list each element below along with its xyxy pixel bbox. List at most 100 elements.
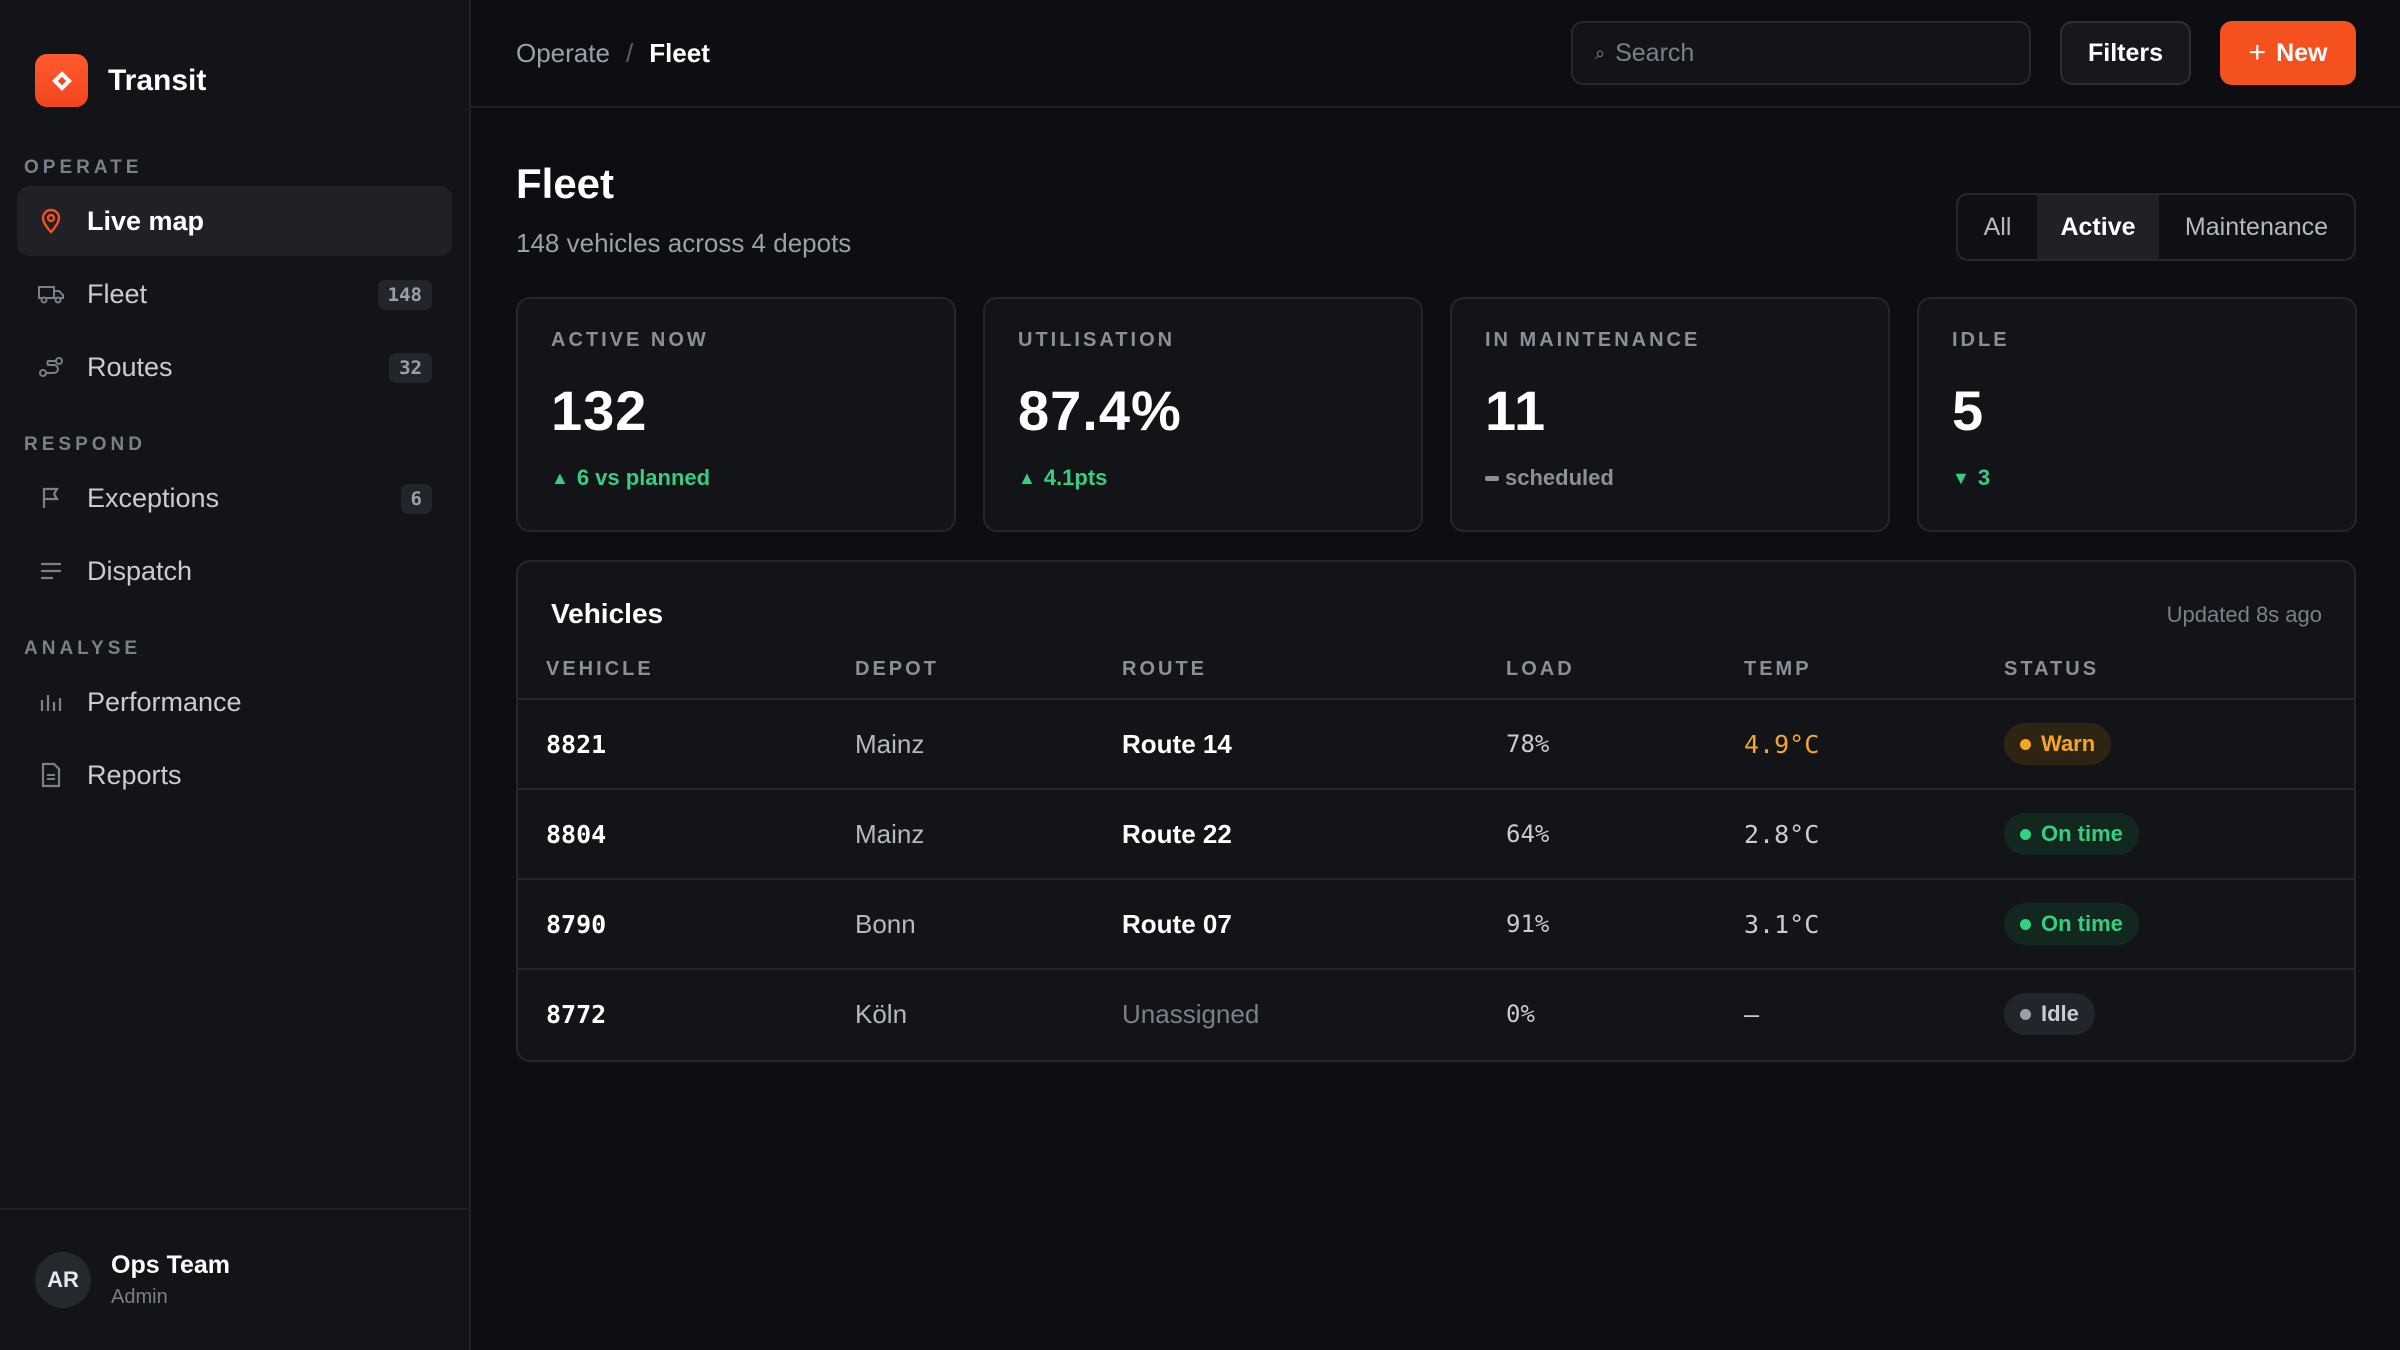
column-header-vehicle[interactable]: VEHICLE [546, 658, 654, 680]
cell-load: 78% [1506, 730, 1550, 758]
user-role: Admin [111, 1286, 168, 1308]
kpi-label: ACTIVE NOW [551, 329, 709, 351]
nav-section-respond: RESPOND [24, 434, 146, 455]
brand[interactable]: Transit [0, 0, 469, 125]
new-button[interactable]: + New [2220, 21, 2356, 85]
trend-down-icon: ▼ [1952, 467, 1970, 488]
breadcrumb-current: Fleet [649, 37, 710, 68]
kpi-label: IDLE [1952, 329, 2010, 351]
sidebar-item-dispatch[interactable]: Dispatch [17, 536, 452, 606]
user-name: Ops Team [111, 1251, 231, 1279]
sidebar-item-label: Live map [87, 205, 205, 236]
sidebar-item-label: Routes [87, 351, 173, 382]
cell-vehicle: 8772 [546, 999, 607, 1029]
column-header-load[interactable]: LOAD [1506, 658, 1575, 680]
cell-status: On time [2004, 880, 2139, 968]
status-badge-label: Warn [2041, 731, 2096, 756]
vehicles-title: Vehicles [551, 598, 664, 629]
trend-up-icon: ▲ [1018, 467, 1036, 488]
vehicles-card: Vehicles Updated 8s ago VEHICLE DEPOT RO… [516, 560, 2356, 1062]
breadcrumb-parent[interactable]: Operate [516, 37, 610, 68]
nav-section-analyse: ANALYSE [24, 638, 142, 659]
status-badge-label: On time [2041, 821, 2123, 846]
table-row[interactable]: 8772 Köln Unassigned 0% — Idle [518, 970, 2354, 1060]
avatar: AR [35, 1252, 91, 1308]
search-icon: ⌕ [1595, 42, 1606, 63]
sidebar-item-live-map[interactable]: Live map [17, 186, 452, 256]
table-row[interactable]: 8821 Mainz Route 14 78% 4.9°C Warn [518, 700, 2354, 790]
kpi-delta-text: 6 vs planned [576, 465, 711, 490]
sidebar-item-exceptions[interactable]: Exceptions 6 [17, 463, 452, 533]
cell-status: Idle [2004, 970, 2095, 1058]
status-badge: Idle [2004, 993, 2095, 1035]
sidebar: Transit OPERATE Live map Fleet 148 Route… [0, 0, 471, 1350]
updated-timestamp: Updated 8s ago [2166, 602, 2322, 627]
kpi-value: 132 [551, 379, 648, 442]
truck-icon [37, 280, 65, 308]
cell-temp: 2.8°C [1744, 819, 1820, 849]
kpi-value: 87.4% [1018, 379, 1182, 442]
column-header-depot[interactable]: DEPOT [855, 658, 939, 680]
trend-up-icon: ▲ [551, 467, 569, 488]
kpi-value: 11 [1485, 379, 1547, 442]
nav-section-operate: OPERATE [24, 157, 143, 178]
routes-count-badge: 32 [389, 353, 432, 383]
status-dot-icon [2020, 828, 2031, 840]
cell-depot: Mainz [855, 728, 925, 759]
user-profile[interactable]: AR Ops Team Admin [0, 1208, 469, 1350]
search-input[interactable]: ⌕ Search [1571, 21, 2031, 85]
sidebar-item-label: Fleet [87, 278, 148, 309]
column-header-route[interactable]: ROUTE [1122, 658, 1207, 680]
sidebar-item-label: Performance [87, 686, 242, 717]
sidebar-item-performance[interactable]: Performance [17, 667, 452, 737]
cell-status: On time [2004, 790, 2139, 878]
page-title: Fleet [516, 160, 615, 207]
filters-button[interactable]: Filters [2060, 21, 2191, 85]
kpi-label: IN MAINTENANCE [1485, 329, 1701, 351]
breadcrumb-separator: / [625, 37, 634, 68]
sidebar-item-routes[interactable]: Routes 32 [17, 332, 452, 402]
segment-active[interactable]: Active [2037, 195, 2159, 259]
kpi-value: 5 [1952, 379, 1985, 442]
page-subtitle: 148 vehicles across 4 depots [516, 228, 852, 258]
sidebar-item-reports[interactable]: Reports [17, 740, 452, 810]
cell-temp: 3.1°C [1744, 909, 1820, 939]
cell-route: Route 22 [1122, 818, 1232, 849]
sidebar-item-fleet[interactable]: Fleet 148 [17, 259, 452, 329]
brand-logo-icon [35, 54, 88, 107]
column-header-status[interactable]: STATUS [2004, 658, 2100, 680]
table-header: VEHICLE DEPOT ROUTE LOAD TEMP STATUS [518, 658, 2354, 700]
kpi-delta: ▲ 6 vs planned [551, 465, 954, 491]
segment-all[interactable]: All [1983, 212, 2012, 241]
segment-maintenance[interactable]: Maintenance [2184, 212, 2329, 241]
route-icon [37, 353, 65, 381]
status-badge-label: Idle [2041, 1001, 2079, 1026]
cell-temp: 4.9°C [1744, 729, 1820, 759]
status-dot-icon [2020, 738, 2031, 750]
sidebar-item-label: Exceptions [87, 482, 220, 513]
plus-icon: + [2248, 36, 2267, 69]
kpi-delta-text: scheduled [1505, 465, 1614, 490]
bar-chart-icon [37, 688, 65, 716]
table-row[interactable]: 8790 Bonn Route 07 91% 3.1°C On time [518, 880, 2354, 970]
fleet-count-badge: 148 [377, 280, 432, 310]
table-row[interactable]: 8804 Mainz Route 22 64% 2.8°C On time [518, 790, 2354, 880]
kpi-delta: ▼ 3 [1952, 465, 2355, 491]
kpi-utilisation: UTILISATION 87.4% ▲ 4.1pts [983, 297, 1423, 532]
main-content: Operate / Fleet ⌕ Search Filters + New F… [471, 0, 2400, 1350]
document-icon [37, 761, 65, 789]
status-badge-label: On time [2041, 911, 2123, 936]
exceptions-count-badge: 6 [400, 484, 432, 514]
trend-flat-icon [1485, 475, 1499, 481]
vehicles-card-header: Vehicles Updated 8s ago [518, 562, 2354, 658]
sidebar-item-label: Dispatch [87, 555, 193, 586]
kpi-active-now: ACTIVE NOW 132 ▲ 6 vs planned [516, 297, 956, 532]
kpi-delta: ▲ 4.1pts [1018, 465, 1421, 491]
column-header-temp[interactable]: TEMP [1744, 658, 1812, 680]
sidebar-item-label: Reports [87, 759, 182, 790]
list-icon [37, 557, 65, 585]
kpi-idle: IDLE 5 ▼ 3 [1917, 297, 2357, 532]
cell-route: Route 07 [1122, 908, 1232, 939]
page-header: Fleet 148 vehicles across 4 depots [516, 160, 851, 259]
status-dot-icon [2020, 918, 2031, 930]
